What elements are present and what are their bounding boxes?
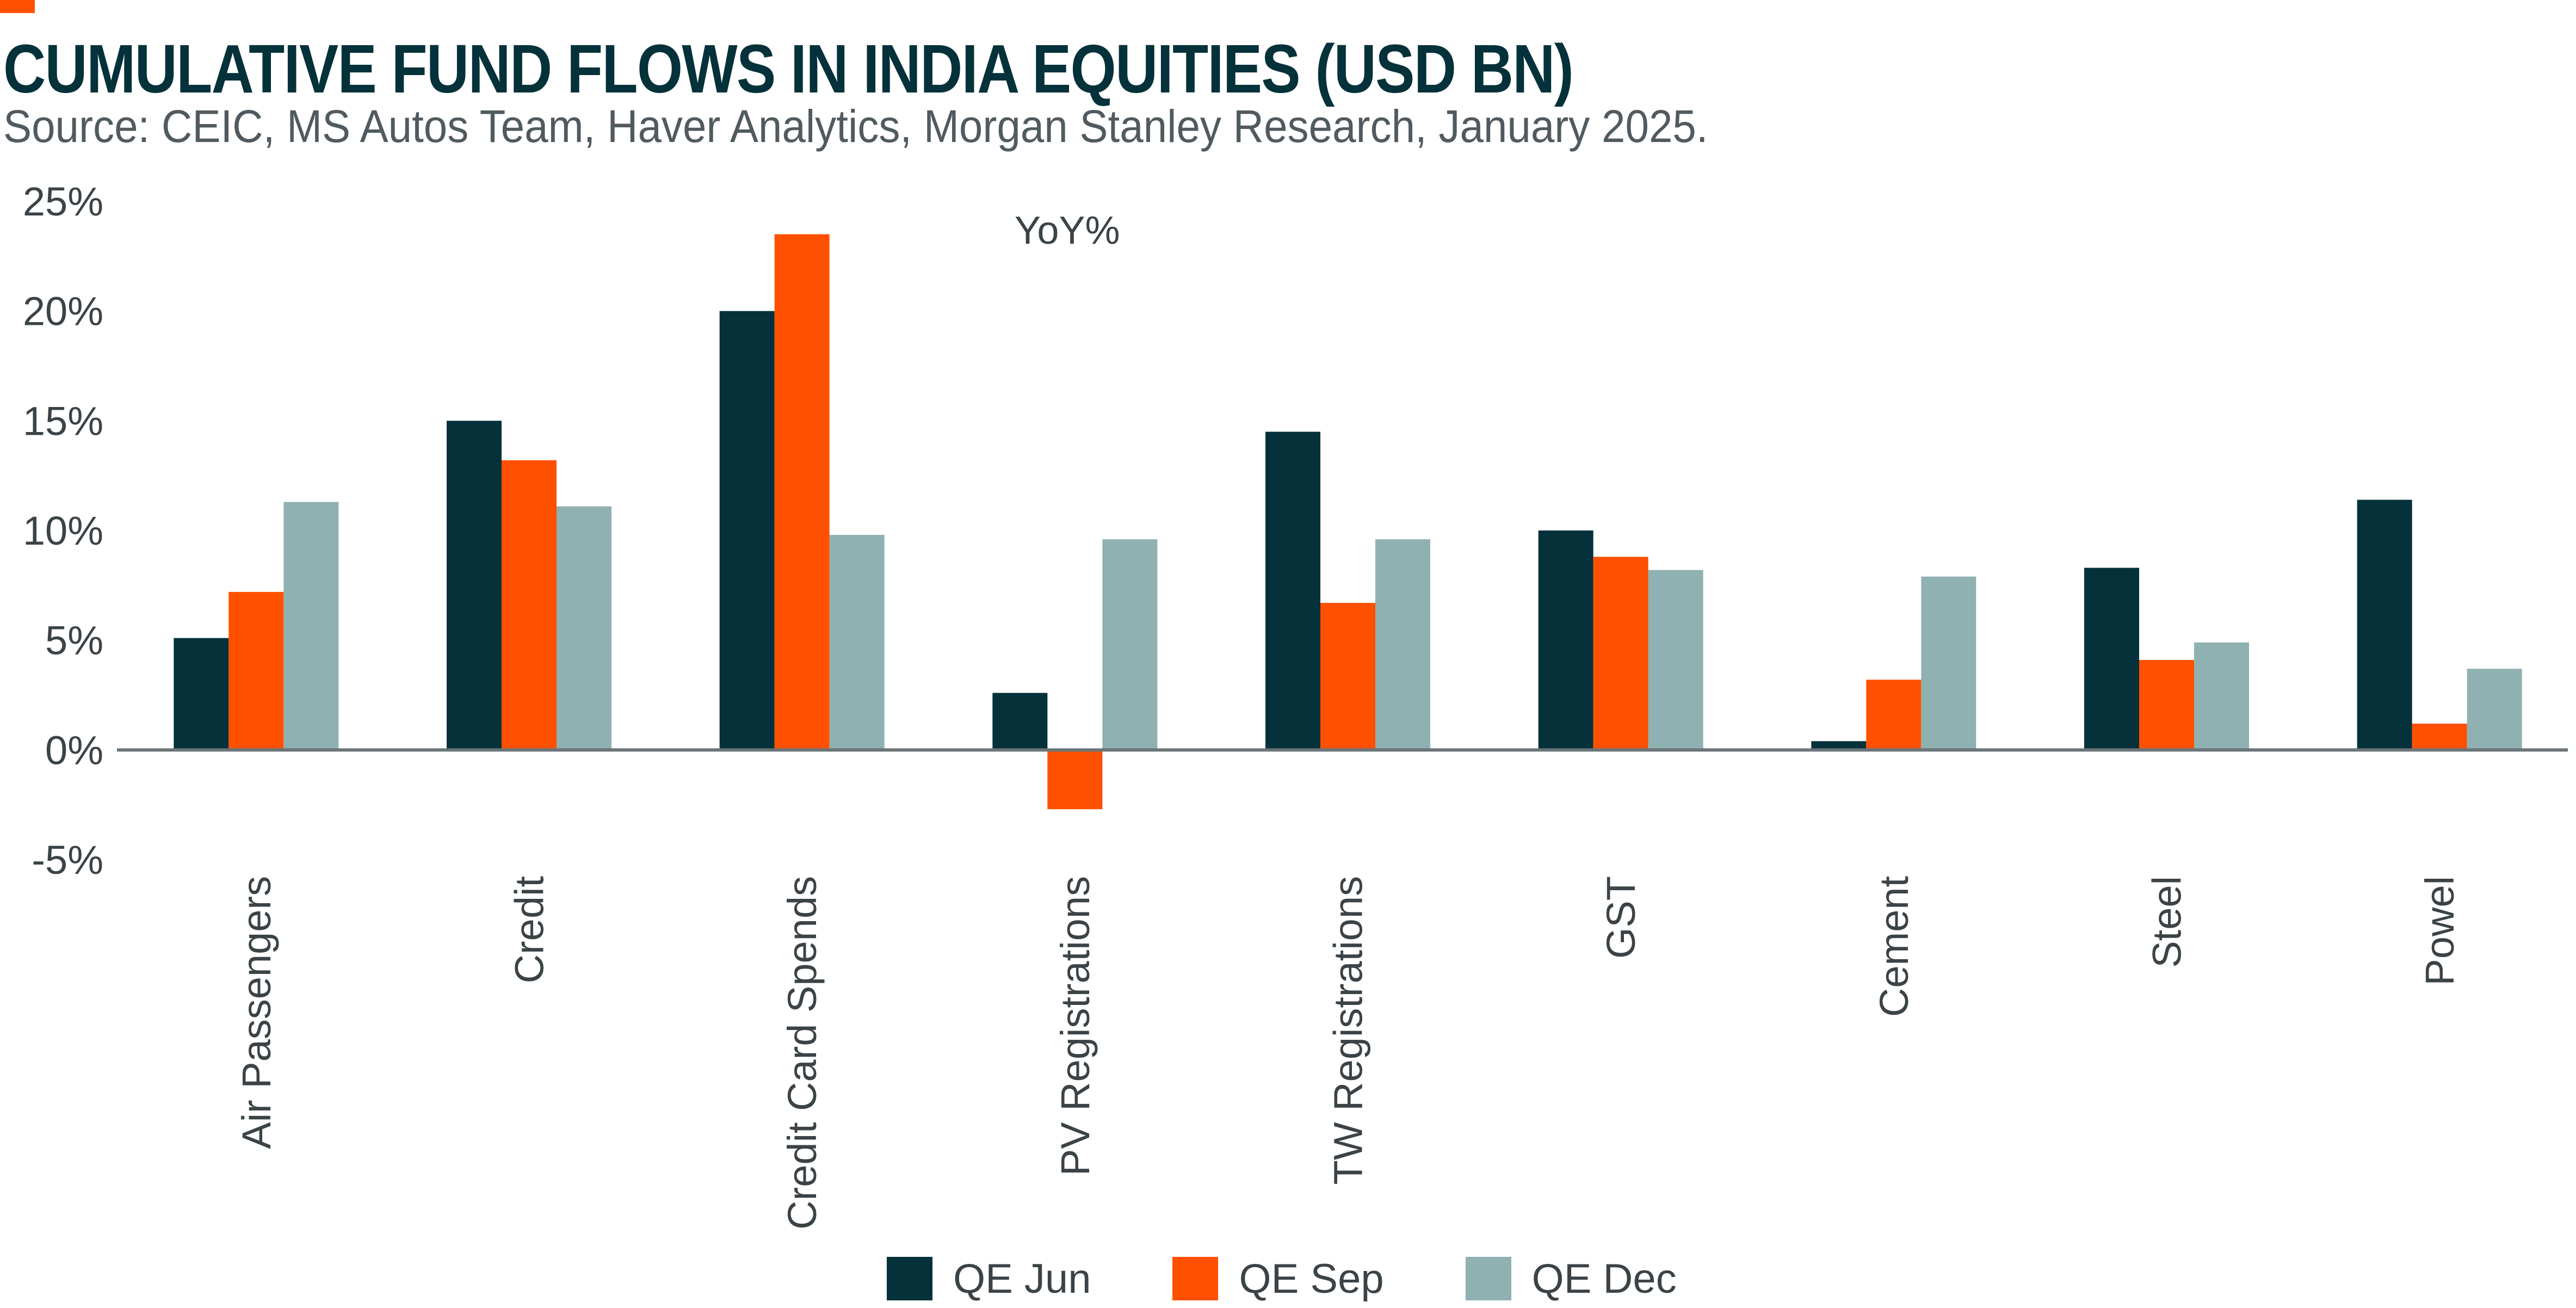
category-labels: Air Passengers Credit Credit Card Spends PV… bbox=[234, 876, 2462, 1230]
bar-qe-dec-credit bbox=[557, 506, 611, 750]
bar-qe-jun-steel bbox=[2084, 567, 2139, 750]
legend-item-qe-jun: QE Jun bbox=[887, 1255, 1091, 1303]
category-label: GST bbox=[1598, 876, 1644, 959]
category-label: Cement bbox=[1871, 876, 1917, 1017]
bar-qe-dec-powel bbox=[2467, 669, 2522, 750]
bars bbox=[174, 234, 2522, 810]
bar-qe-sep-pv-registrations bbox=[1047, 750, 1103, 810]
category-label: Powel bbox=[2417, 876, 2462, 986]
category-label: Air Passengers bbox=[234, 876, 279, 1149]
bar-qe-dec-steel bbox=[2194, 642, 2249, 750]
bar-qe-dec-pv-registrations bbox=[1102, 539, 1158, 750]
bar-qe-jun-credit-card-spends bbox=[719, 311, 775, 750]
yoy-annotation: YoY% bbox=[1015, 209, 1120, 252]
category-label: Credit bbox=[507, 876, 552, 984]
legend-label-qe-jun: QE Jun bbox=[953, 1255, 1091, 1302]
bar-qe-sep-credit bbox=[502, 460, 557, 750]
category-label: PV Registrations bbox=[1053, 876, 1098, 1176]
bar-qe-sep-air-passengers bbox=[228, 591, 284, 750]
legend-item-qe-sep: QE Sep bbox=[1172, 1255, 1384, 1303]
bar-qe-jun-pv-registrations bbox=[992, 693, 1048, 750]
legend-swatch-qe-dec bbox=[1465, 1257, 1511, 1300]
bar-qe-jun-air-passengers bbox=[174, 638, 229, 750]
bar-qe-dec-credit-card-spends bbox=[829, 535, 885, 750]
bar-qe-sep-gst bbox=[1593, 557, 1648, 750]
bar-qe-dec-tw-registrations bbox=[1375, 539, 1430, 750]
y-tick-label: 15% bbox=[23, 398, 103, 443]
y-tick-label: 5% bbox=[45, 618, 103, 663]
y-tick-label: 25% bbox=[23, 179, 103, 224]
category-label: Steel bbox=[2145, 876, 2190, 968]
chart-source: Source: CEIC, MS Autos Team, Haver Analy… bbox=[3, 101, 1708, 152]
bar-qe-jun-gst bbox=[1538, 530, 1593, 750]
bar-qe-sep-tw-registrations bbox=[1320, 603, 1375, 750]
bar-qe-dec-air-passengers bbox=[283, 502, 339, 750]
y-tick-label: 10% bbox=[23, 508, 103, 553]
bar-qe-jun-tw-registrations bbox=[1265, 431, 1320, 750]
bar-qe-dec-cement bbox=[1921, 576, 1976, 750]
y-axis-ticks: 25% 20% 15% 10% 5% 0% -5% bbox=[23, 179, 103, 883]
legend-swatch-qe-jun bbox=[887, 1257, 932, 1300]
accent-bar bbox=[0, 0, 35, 13]
bar-qe-jun-credit bbox=[447, 421, 502, 750]
y-tick-label: 0% bbox=[45, 727, 103, 773]
category-label: Credit Card Spends bbox=[780, 876, 825, 1230]
bar-qe-dec-gst bbox=[1648, 570, 1703, 750]
legend-label-qe-sep: QE Sep bbox=[1239, 1255, 1384, 1302]
bar-qe-sep-powel bbox=[2412, 723, 2467, 750]
bar-qe-jun-cement bbox=[1811, 741, 1867, 750]
y-tick-label: -5% bbox=[32, 837, 103, 883]
legend-swatch-qe-sep bbox=[1172, 1257, 1219, 1300]
category-label: TW Registrations bbox=[1326, 876, 1371, 1184]
bar-qe-sep-cement bbox=[1866, 680, 1922, 750]
legend-label-qe-dec: QE Dec bbox=[1531, 1255, 1677, 1302]
legend: QE Jun QE Sep QE Dec bbox=[887, 1254, 1758, 1303]
bar-qe-sep-credit-card-spends bbox=[774, 234, 830, 750]
legend-item-qe-dec: QE Dec bbox=[1465, 1255, 1677, 1303]
chart-title: CUMULATIVE FUND FLOWS IN INDIA EQUITIES … bbox=[3, 30, 1574, 107]
bar-qe-sep-steel bbox=[2139, 659, 2194, 750]
y-tick-label: 20% bbox=[23, 289, 103, 334]
bar-qe-jun-powel bbox=[2357, 499, 2412, 750]
